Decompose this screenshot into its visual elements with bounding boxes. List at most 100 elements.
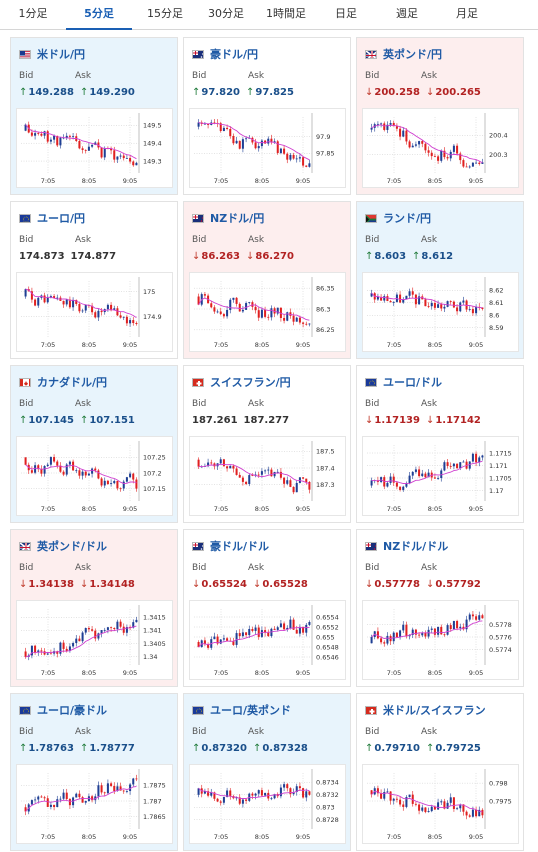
- candle-body: [122, 481, 125, 489]
- ask-value: 187.277: [243, 415, 290, 426]
- pair-link[interactable]: ユーロ/ドル: [365, 374, 442, 390]
- candle-body: [279, 148, 282, 153]
- candle-body: [279, 471, 282, 478]
- candle-body: [37, 650, 40, 653]
- x-tick-label: 8:05: [428, 341, 443, 349]
- ch-flag-icon: [192, 377, 204, 387]
- tab-8[interactable]: 月足: [456, 7, 478, 20]
- pair-name: ユーロ/ドル: [383, 376, 443, 389]
- candle-body: [456, 621, 459, 629]
- candlestick-chart[interactable]: 7:05 8:05 9:05 97.9 97.85: [189, 108, 346, 188]
- pair-link[interactable]: 米ドル/円: [19, 46, 85, 62]
- moving-average-line: [25, 786, 137, 812]
- x-tick-label: 8:05: [82, 669, 97, 677]
- bid-price: ↓0.65524: [192, 579, 247, 590]
- candle-body: [260, 309, 263, 318]
- candle-body: [75, 638, 78, 644]
- x-tick-label: 8:05: [255, 669, 270, 677]
- y-tick-label: 8.6: [489, 312, 499, 320]
- tab-6[interactable]: 日足: [335, 7, 357, 20]
- candle-body: [389, 476, 392, 483]
- candlestick-chart[interactable]: 7:05 8:05 9:05 0.6554 0.6552 0.655 0.6548 0.654…: [189, 600, 346, 680]
- candle-body: [383, 642, 386, 644]
- pair-link[interactable]: NZドル/ドル: [365, 538, 448, 554]
- y-tick-label: 97.85: [316, 150, 335, 158]
- tab-7[interactable]: 週足: [396, 7, 418, 20]
- ask-price: ↑107.151: [80, 415, 135, 426]
- candlestick-chart[interactable]: 7:05 8:05 9:05 187.5 187.4 187.3: [189, 436, 346, 516]
- candle-body: [216, 798, 219, 802]
- pair-link[interactable]: 豪ドル/ドル: [192, 538, 269, 554]
- pair-link[interactable]: スイスフラン/円: [192, 374, 291, 390]
- candle-body: [481, 455, 484, 458]
- candlestick-chart[interactable]: 7:05 8:05 9:05 0.5778 0.5776 0.5774: [362, 600, 519, 680]
- candle-body: [437, 802, 440, 810]
- rate-card: NZドル/円 Bid Ask ↓86.263 ↓86.270 7:05 8:05 9:05 86…: [183, 201, 351, 359]
- pair-link[interactable]: ユーロ/英ポンド: [192, 702, 291, 718]
- pair-link[interactable]: NZドル/円: [192, 210, 264, 226]
- moving-average-line: [371, 292, 483, 309]
- candle-body: [298, 317, 301, 323]
- ask-label: Ask: [421, 563, 438, 573]
- candle-body: [43, 797, 46, 799]
- candle-body: [24, 124, 27, 131]
- tab-3[interactable]: 15分足: [147, 7, 183, 20]
- candle-body: [424, 807, 427, 813]
- candle-body: [56, 461, 59, 466]
- candle-body: [213, 307, 216, 312]
- candlestick-chart[interactable]: 7:05 8:05 9:05 175 174.9: [16, 272, 173, 352]
- candlestick-chart[interactable]: 7:05 8:05 9:05 8.62 8.61 8.6 8.59: [362, 272, 519, 352]
- candle-body: [59, 798, 62, 800]
- candle-body: [383, 123, 386, 130]
- x-tick-label: 9:05: [296, 505, 311, 513]
- pair-link[interactable]: ユーロ/豪ドル: [19, 702, 107, 718]
- chart-svg: 7:05 8:05 9:05 0.5778 0.5776 0.5774: [367, 605, 512, 677]
- candle-body: [110, 483, 113, 485]
- chart-svg: 7:05 8:05 9:05 1.1715 1.171 1.1705 1.17: [367, 441, 512, 513]
- candle-body: [68, 299, 71, 308]
- candle-body: [289, 154, 292, 160]
- candlestick-chart[interactable]: 7:05 8:05 9:05 1.7875 1.787 1.7865: [16, 764, 173, 844]
- candle-body: [283, 148, 286, 154]
- tab-4[interactable]: 30分足: [208, 7, 244, 20]
- candlestick-chart[interactable]: 7:05 8:05 9:05 1.3415 1.341 1.3405 1.34: [16, 600, 173, 680]
- pair-link[interactable]: 英ポンド/ドル: [19, 538, 107, 554]
- pair-link[interactable]: ユーロ/円: [19, 210, 85, 226]
- candlestick-chart[interactable]: 7:05 8:05 9:05 1.1715 1.171 1.1705 1.17: [362, 436, 519, 516]
- candlestick-chart[interactable]: 7:05 8:05 9:05 0.798 0.7975: [362, 764, 519, 844]
- candle-body: [245, 303, 248, 310]
- candlestick-chart[interactable]: 7:05 8:05 9:05 149.5 149.4 149.3: [16, 108, 173, 188]
- pair-link[interactable]: ランド/円: [365, 210, 431, 226]
- candle-body: [53, 457, 56, 462]
- pair-name: 豪ドル/ドル: [210, 540, 270, 553]
- ask-price: ↑0.87328: [253, 743, 308, 754]
- candle-body: [392, 476, 395, 483]
- candlestick-chart[interactable]: 7:05 8:05 9:05 107.25 107.2 107.15: [16, 436, 173, 516]
- candle-body: [68, 135, 71, 137]
- candlestick-chart[interactable]: 7:05 8:05 9:05 86.35 86.3 86.25: [189, 272, 346, 352]
- tab-5[interactable]: 1時間足: [266, 7, 306, 20]
- tab-1[interactable]: 1分足: [18, 7, 48, 20]
- candlestick-chart[interactable]: 7:05 8:05 9:05 0.8734 0.8732 0.873 0.8728: [189, 764, 346, 844]
- x-tick-label: 7:05: [387, 341, 402, 349]
- pair-link[interactable]: 豪ドル/円: [192, 46, 258, 62]
- bid-price: ↑1.78763: [19, 743, 74, 754]
- candle-body: [408, 291, 411, 296]
- pair-link[interactable]: カナダドル/円: [19, 374, 107, 390]
- ask-value: 107.151: [89, 415, 135, 426]
- candlestick-chart[interactable]: 7:05 8:05 9:05 200.4 200.3: [362, 108, 519, 188]
- candle-body: [273, 308, 276, 314]
- x-tick-label: 7:05: [214, 669, 229, 677]
- candle-body: [106, 783, 109, 794]
- y-tick-label: 0.6554: [316, 613, 339, 621]
- ask-value: 1.34148: [89, 579, 135, 590]
- candle-body: [49, 653, 52, 655]
- candle-body: [446, 802, 449, 809]
- candle-body: [443, 462, 446, 471]
- pair-name: 英ポンド/ドル: [37, 540, 108, 553]
- candle-body: [248, 628, 251, 636]
- pair-link[interactable]: 英ポンド/円: [365, 46, 442, 62]
- pair-link[interactable]: 米ドル/スイスフラン: [365, 702, 486, 718]
- candle-body: [468, 309, 471, 310]
- tab-2[interactable]: 5分足: [66, 0, 132, 30]
